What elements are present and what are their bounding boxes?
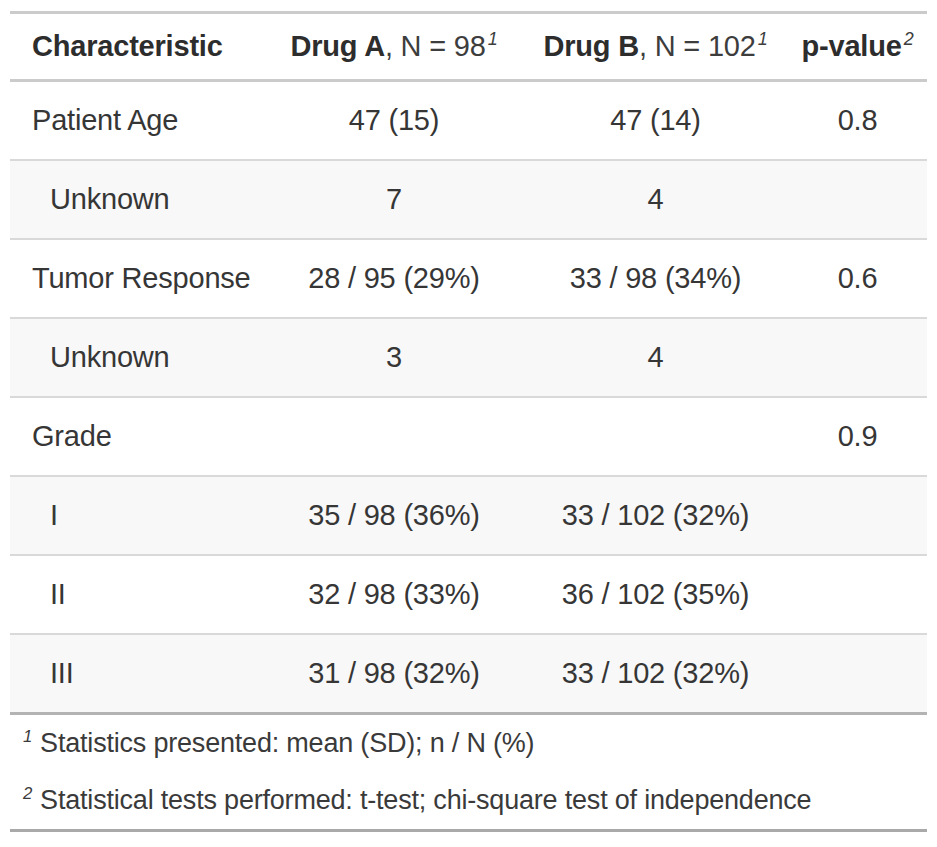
footnote-row: 1 Statistics presented: mean (SD); n / N … bbox=[10, 714, 927, 773]
drug-b-value: 33 / 102 (32%) bbox=[523, 634, 788, 714]
drug-a-value: 31 / 98 (32%) bbox=[265, 634, 523, 714]
row-label: I bbox=[10, 476, 265, 555]
drug-a-value: 3 bbox=[265, 318, 523, 397]
drug-a-value: 28 / 95 (29%) bbox=[265, 239, 523, 318]
drug-b-value: 4 bbox=[523, 160, 788, 239]
p-value-cell bbox=[788, 476, 927, 555]
footnote: 1 Statistics presented: mean (SD); n / N … bbox=[10, 714, 927, 773]
footnote: 2 Statistical tests performed: t-test; ch… bbox=[10, 772, 927, 831]
p-value-cell: 0.6 bbox=[788, 239, 927, 318]
footnote-marker: 1 bbox=[758, 29, 768, 49]
table-header: Characteristic Drug A, N = 981 Drug B, N… bbox=[10, 13, 927, 81]
table-row: Grade 0.9 bbox=[10, 397, 927, 476]
row-label: III bbox=[10, 634, 265, 714]
column-header-label: Drug B bbox=[544, 30, 639, 62]
column-header-label: p-value bbox=[802, 30, 902, 62]
drug-b-value: 33 / 102 (32%) bbox=[523, 476, 788, 555]
table-row: III 31 / 98 (32%) 33 / 102 (32%) bbox=[10, 634, 927, 714]
p-value-cell bbox=[788, 555, 927, 634]
column-header-subtext: , N = 98 bbox=[385, 30, 486, 62]
footnote-marker: 1 bbox=[488, 29, 498, 49]
footnote-row: 2 Statistical tests performed: t-test; ch… bbox=[10, 772, 927, 831]
row-label: Patient Age bbox=[10, 81, 265, 161]
footnote-text: Statistics presented: mean (SD); n / N (… bbox=[40, 728, 534, 758]
table-row: II 32 / 98 (33%) 36 / 102 (35%) bbox=[10, 555, 927, 634]
table-row: Unknown 7 4 bbox=[10, 160, 927, 239]
p-value-cell bbox=[788, 318, 927, 397]
summary-table: Characteristic Drug A, N = 981 Drug B, N… bbox=[10, 11, 927, 832]
footnote-marker: 2 bbox=[23, 784, 32, 803]
table-row: Patient Age 47 (15) 47 (14) 0.8 bbox=[10, 81, 927, 161]
column-header-subtext: , N = 102 bbox=[639, 30, 756, 62]
row-label: Unknown bbox=[10, 160, 265, 239]
p-value-cell bbox=[788, 160, 927, 239]
p-value-cell: 0.9 bbox=[788, 397, 927, 476]
table-body: Patient Age 47 (15) 47 (14) 0.8 Unknown … bbox=[10, 81, 927, 714]
drug-b-value: 4 bbox=[523, 318, 788, 397]
row-label: II bbox=[10, 555, 265, 634]
row-label: Unknown bbox=[10, 318, 265, 397]
drug-b-value: 47 (14) bbox=[523, 81, 788, 161]
drug-a-value: 47 (15) bbox=[265, 81, 523, 161]
column-header-characteristic: Characteristic bbox=[10, 13, 265, 81]
column-header-label: Characteristic bbox=[32, 30, 223, 62]
drug-b-value bbox=[523, 397, 788, 476]
table-row: Tumor Response 28 / 95 (29%) 33 / 98 (34… bbox=[10, 239, 927, 318]
drug-a-value: 32 / 98 (33%) bbox=[265, 555, 523, 634]
drug-a-value: 7 bbox=[265, 160, 523, 239]
page: Characteristic Drug A, N = 981 Drug B, N… bbox=[0, 0, 937, 832]
p-value-cell: 0.8 bbox=[788, 81, 927, 161]
table-footnotes: 1 Statistics presented: mean (SD); n / N … bbox=[10, 714, 927, 831]
drug-a-value: 35 / 98 (36%) bbox=[265, 476, 523, 555]
drug-a-value bbox=[265, 397, 523, 476]
column-header-p-value: p-value2 bbox=[788, 13, 927, 81]
footnote-marker: 2 bbox=[904, 29, 914, 49]
column-header-drug-a: Drug A, N = 981 bbox=[265, 13, 523, 81]
drug-b-value: 36 / 102 (35%) bbox=[523, 555, 788, 634]
header-row: Characteristic Drug A, N = 981 Drug B, N… bbox=[10, 13, 927, 81]
table-row: Unknown 3 4 bbox=[10, 318, 927, 397]
table-row: I 35 / 98 (36%) 33 / 102 (32%) bbox=[10, 476, 927, 555]
drug-b-value: 33 / 98 (34%) bbox=[523, 239, 788, 318]
column-header-label: Drug A bbox=[291, 30, 385, 62]
row-label: Grade bbox=[10, 397, 265, 476]
p-value-cell bbox=[788, 634, 927, 714]
column-header-drug-b: Drug B, N = 1021 bbox=[523, 13, 788, 81]
footnote-text: Statistical tests performed: t-test; chi… bbox=[40, 785, 811, 815]
row-label: Tumor Response bbox=[10, 239, 265, 318]
footnote-marker: 1 bbox=[23, 727, 32, 746]
